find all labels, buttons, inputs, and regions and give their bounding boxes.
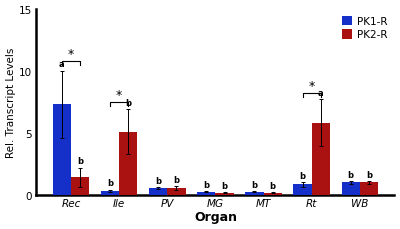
Text: b: b [107,179,113,188]
Bar [312,123,330,195]
Text: *: * [309,80,315,93]
Text: b: b [348,170,354,179]
Text: *: * [116,89,122,102]
Text: b: b [125,98,131,107]
Bar [101,191,119,195]
Bar [119,132,138,195]
Bar [149,188,167,195]
Bar [71,178,89,195]
Text: *: * [68,48,74,61]
Bar [197,192,216,195]
Text: b: b [203,180,209,189]
Text: b: b [252,180,258,189]
Text: b: b [300,171,306,180]
Bar [342,183,360,195]
Bar [294,185,312,195]
Y-axis label: Rel. Transcript Levels: Rel. Transcript Levels [6,47,16,157]
X-axis label: Organ: Organ [194,210,237,224]
Text: a: a [59,60,65,69]
Text: b: b [366,170,372,179]
Text: a: a [318,89,324,98]
Text: b: b [222,181,228,190]
Bar [53,105,71,195]
Text: b: b [270,181,276,190]
Bar [167,188,186,195]
Legend: PK1-R, PK2-R: PK1-R, PK2-R [338,13,391,44]
Text: b: b [174,175,180,184]
Bar [245,192,264,195]
Bar [360,183,378,195]
Bar [264,193,282,195]
Text: b: b [155,176,161,185]
Text: b: b [77,157,83,166]
Bar [216,193,234,195]
